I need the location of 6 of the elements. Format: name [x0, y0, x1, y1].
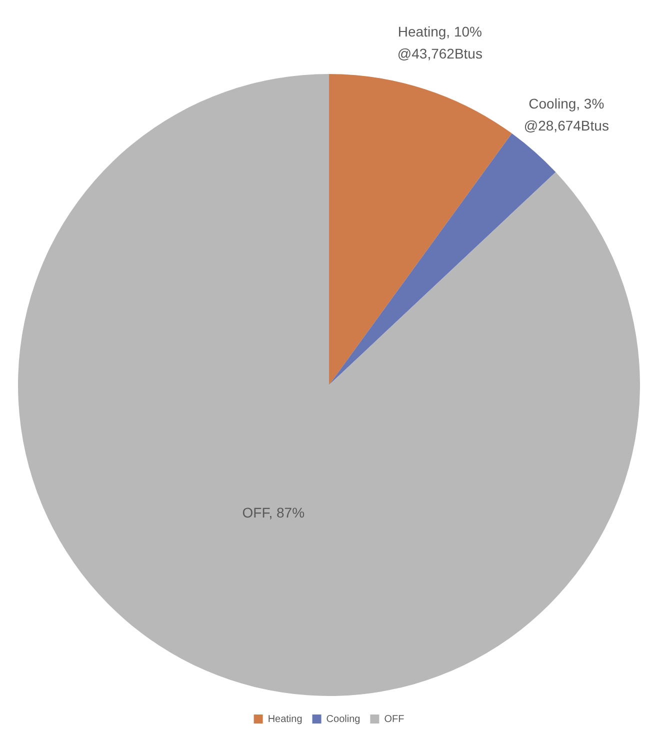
data-label: OFF, 87%	[242, 504, 305, 520]
data-label: Cooling, 3% @28,674Btus	[524, 96, 609, 134]
legend-label: OFF	[384, 714, 404, 725]
legend-label: Heating	[268, 714, 302, 725]
data-label: Heating, 10% @43,762Btus	[397, 23, 482, 62]
legend-label: Cooling	[326, 714, 360, 725]
